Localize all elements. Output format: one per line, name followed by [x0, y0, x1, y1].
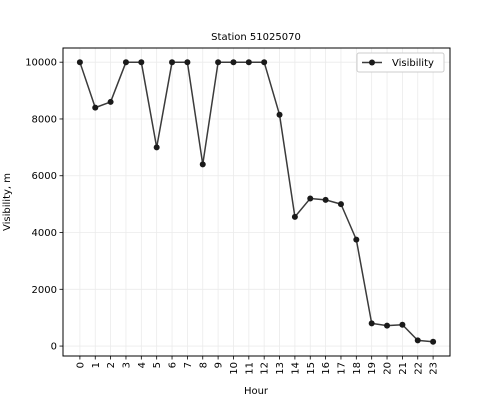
x-tick-label: 11 — [244, 362, 255, 375]
data-point — [368, 320, 375, 327]
y-axis-label: Visibility, m — [2, 173, 13, 231]
x-tick-label: 18 — [352, 362, 363, 375]
chart-title: Station 51025070 — [211, 32, 301, 43]
legend-box — [356, 52, 445, 73]
x-tick-label: 5 — [152, 362, 163, 368]
data-point — [169, 59, 176, 66]
x-tick-label: 16 — [321, 362, 332, 375]
data-point — [430, 338, 437, 345]
data-point — [399, 321, 406, 328]
x-tick-label: 3 — [121, 362, 132, 368]
grid — [63, 48, 450, 356]
data-point — [230, 59, 237, 66]
legend: Visibility — [356, 52, 445, 73]
data-point — [138, 59, 145, 66]
x-tick-label: 1 — [91, 362, 102, 368]
data-point — [122, 59, 129, 66]
x-tick-label: 0 — [75, 362, 86, 368]
data-point — [276, 111, 283, 118]
x-tick-label: 23 — [429, 362, 440, 375]
x-tick-label: 9 — [214, 362, 225, 368]
plot-frame — [62, 47, 451, 357]
x-tick-label: 21 — [398, 362, 409, 375]
data-point — [322, 196, 329, 203]
x-tick-label: 15 — [306, 362, 317, 375]
data-point — [291, 213, 298, 220]
data-point — [92, 104, 99, 111]
series-line — [79, 61, 434, 343]
x-tick-label: 17 — [336, 362, 347, 375]
y-tick-label: 0 — [51, 342, 57, 353]
y-tick-label: 4000 — [32, 228, 57, 239]
data-point — [107, 98, 114, 105]
legend-label: Visibility — [392, 58, 434, 69]
x-tick-label: 13 — [275, 362, 286, 375]
y-tick-label: 6000 — [32, 171, 57, 182]
data-point — [245, 59, 252, 66]
y-tick-label: 8000 — [32, 114, 57, 125]
data-point — [384, 322, 391, 329]
x-tick-label: 8 — [198, 362, 209, 368]
data-point — [414, 337, 421, 344]
x-tick-label: 6 — [168, 362, 179, 368]
data-point — [261, 59, 268, 66]
data-point — [353, 236, 360, 243]
x-tick-label: 10 — [229, 362, 240, 375]
data-point — [199, 161, 206, 168]
data-point — [76, 59, 83, 66]
y-tick-label: 10000 — [25, 58, 57, 69]
data-point — [215, 59, 222, 66]
x-tick-label: 20 — [383, 362, 394, 375]
legend-marker-icon — [369, 59, 375, 66]
x-tick-label: 19 — [367, 362, 378, 375]
data-point — [153, 144, 160, 151]
x-tick-label: 12 — [260, 362, 271, 375]
data-point — [307, 195, 314, 202]
x-axis-label: Hour — [244, 386, 269, 397]
x-tick-label: 2 — [106, 362, 117, 368]
data-point — [184, 59, 191, 66]
x-tick-label: 22 — [413, 362, 424, 375]
x-tick-label: 4 — [137, 362, 148, 368]
x-tick-label: 14 — [290, 362, 301, 375]
series-layer — [76, 59, 437, 345]
x-tick-label: 7 — [183, 362, 194, 368]
data-point — [337, 201, 344, 208]
y-tick-label: 2000 — [32, 285, 57, 296]
